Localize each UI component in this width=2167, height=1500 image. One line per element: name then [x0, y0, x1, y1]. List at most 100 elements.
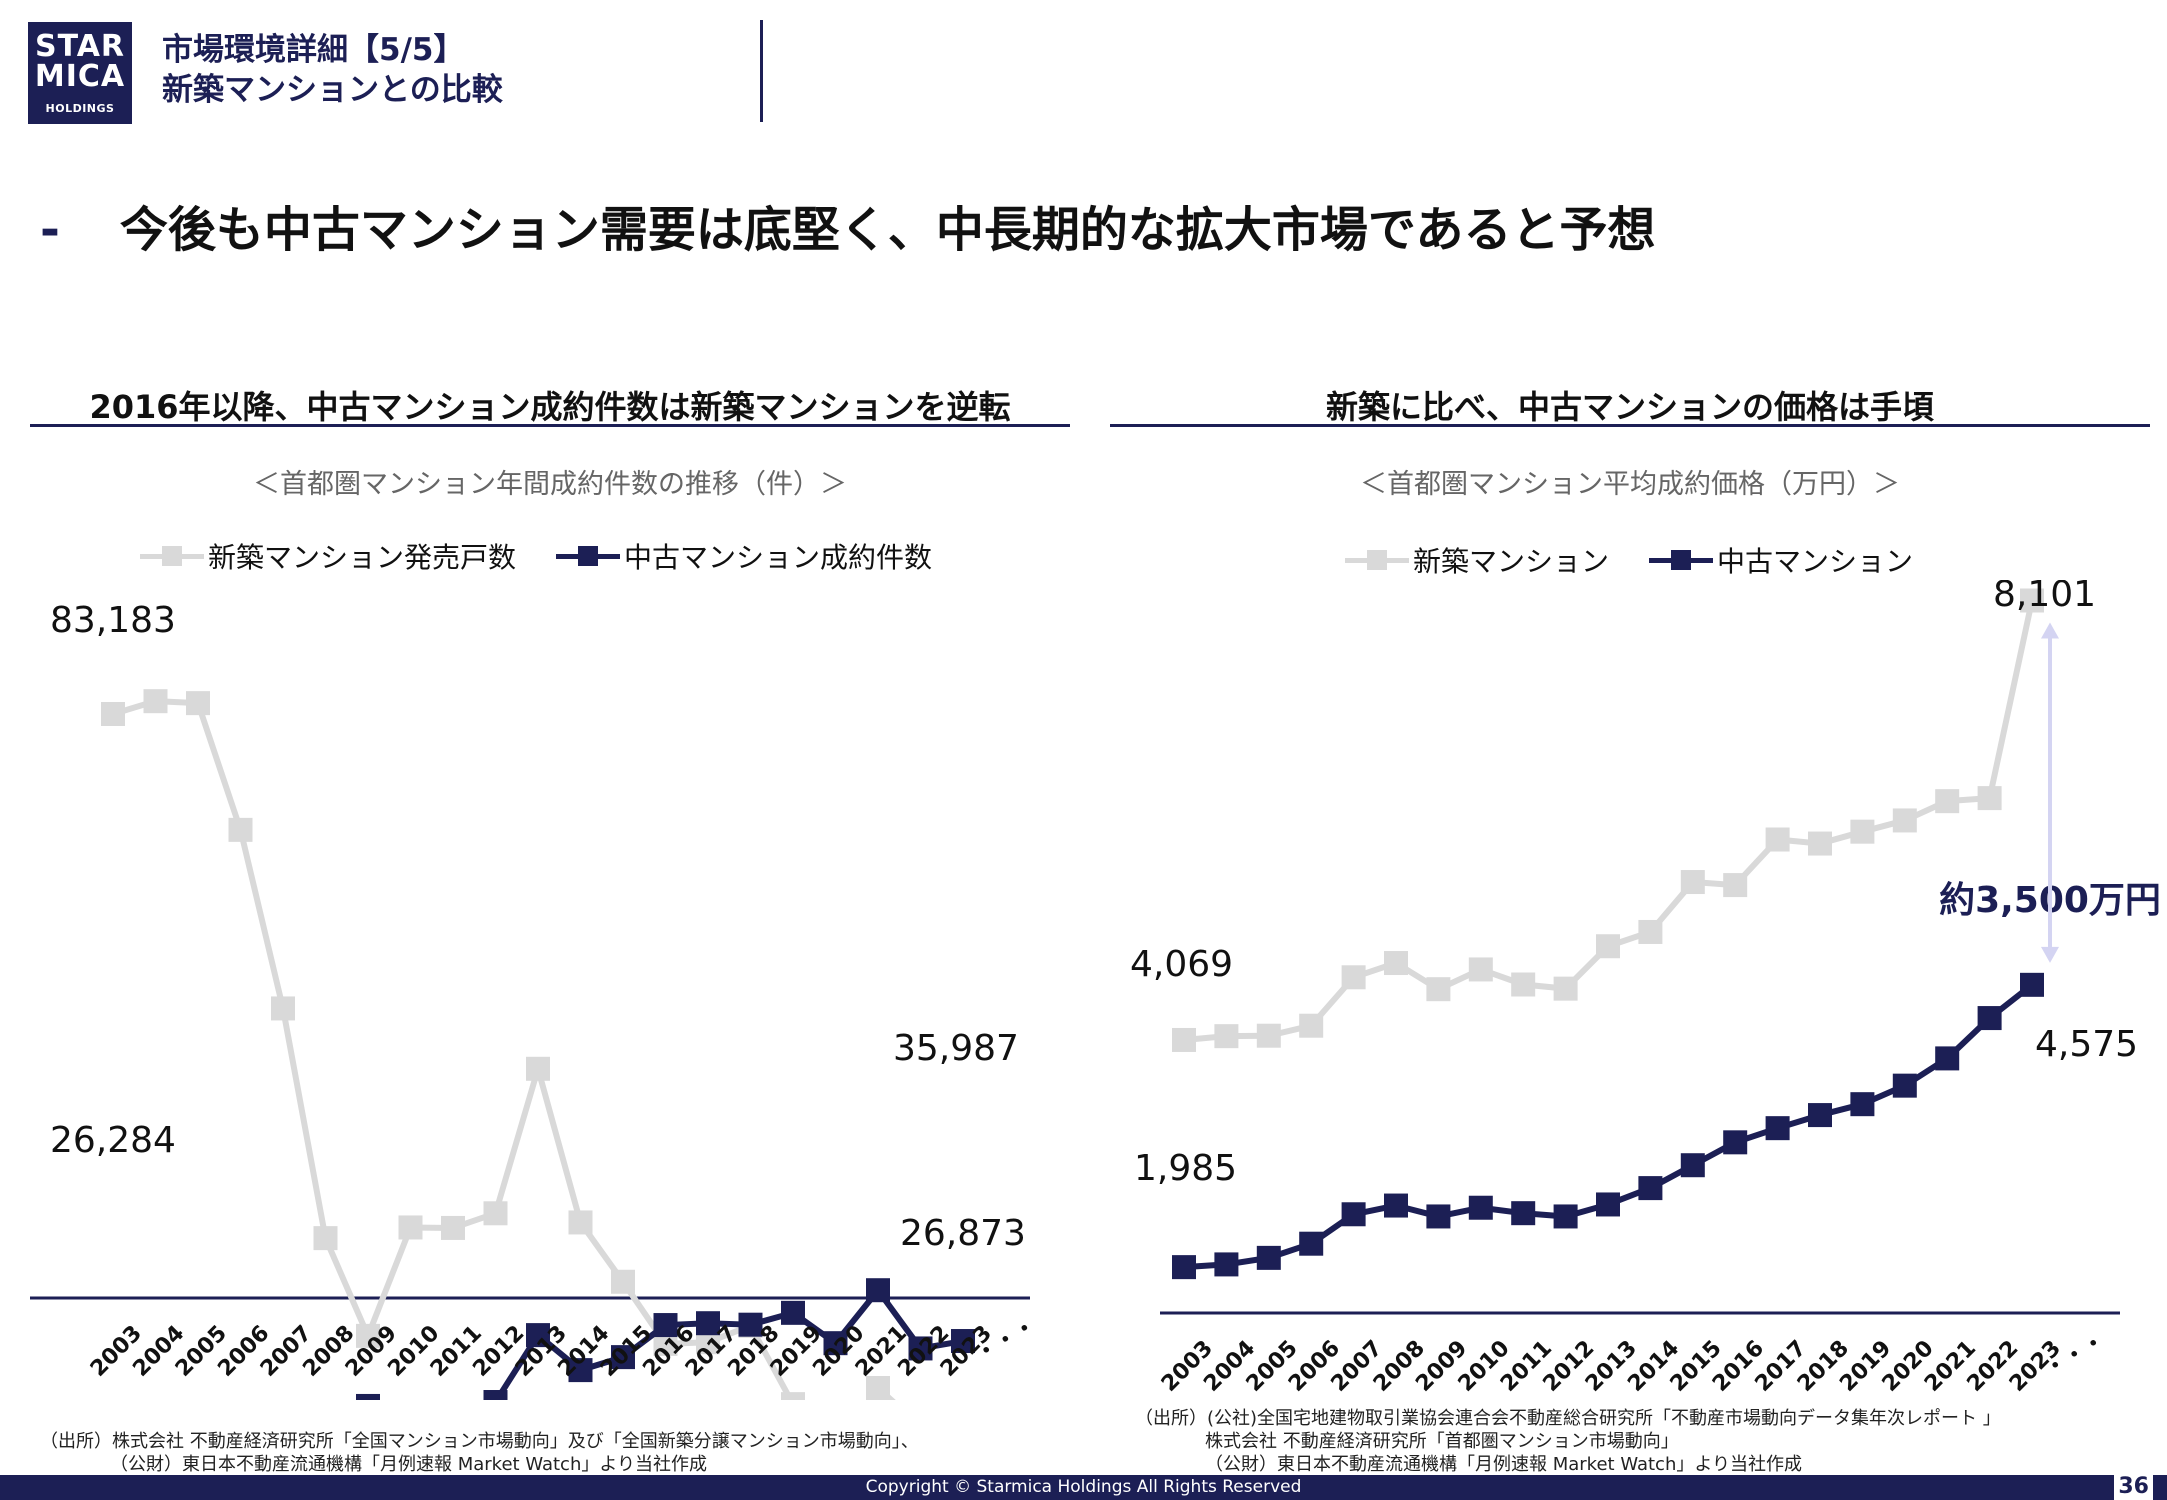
data-point — [1511, 1201, 1536, 1226]
data-point — [186, 691, 210, 716]
legend-marker-gray — [1345, 550, 1409, 570]
data-point — [1680, 870, 1705, 895]
right-line-chart: 2003200420052006200720082009201020112012… — [1130, 580, 2161, 1397]
page-header-title: 市場環境詳細【5/5】 新築マンションとの比較 — [162, 30, 503, 110]
label-used-2003: 26,284 — [50, 1120, 176, 1161]
data-point — [1892, 808, 1917, 833]
logo-line3: HOLDINGS — [45, 101, 115, 115]
copyright-text: Copyright © Starmica Holdings All Rights… — [865, 1477, 1302, 1497]
data-point — [1511, 972, 1536, 997]
data-point — [2020, 972, 2044, 997]
data-point — [1680, 1153, 1705, 1178]
data-point — [1850, 1092, 1875, 1117]
legend-item-used-price: 中古マンション — [1649, 540, 1913, 580]
data-point — [1638, 919, 1663, 944]
data-point — [483, 1390, 508, 1400]
data-point — [611, 1345, 635, 1370]
data-point — [1935, 789, 1960, 814]
right-subtitle: ＜首都圏マンション平均成約価格（万円）＞ — [1360, 469, 1900, 500]
data-point — [313, 1226, 338, 1251]
data-point — [1299, 1013, 1324, 1038]
logo-line1: STAR — [34, 28, 126, 64]
right-source-line2: 株式会社 不動産経済研究所「首都圏マンション市場動向」 — [1205, 1431, 1679, 1452]
data-point — [781, 1300, 805, 1325]
legend-marker-navy — [556, 546, 621, 566]
label-used-2023: 35,987 — [893, 1028, 1019, 1069]
data-point — [271, 996, 295, 1021]
footer-bar: Copyright © Starmica Holdings All Rights… — [0, 1475, 2167, 1500]
data-point — [1977, 1006, 2002, 1031]
data-point — [653, 1313, 678, 1338]
data-point — [866, 1375, 890, 1400]
data-point — [696, 1311, 720, 1336]
data-point — [101, 701, 125, 726]
data-point — [1426, 977, 1451, 1002]
data-point — [1892, 1073, 1917, 1098]
right-section-rule — [1110, 424, 2150, 427]
series-line-0 — [112, 698, 896, 1400]
left-source: （出所）株式会社 不動産経済研究所「全国マンション市場動向」及び「全国新築分譲マ… — [40, 1430, 919, 1476]
data-point — [1299, 1231, 1324, 1256]
x-tick-ellipsis: ・・・ — [971, 1313, 1041, 1368]
data-point — [1850, 819, 1875, 844]
data-point — [526, 1056, 550, 1081]
logo-line2: MICA — [34, 58, 126, 94]
header-title-line2: 新築マンションとの比較 — [162, 72, 503, 108]
right-section-title: 新築に比べ、中古マンションの価格は手頃 — [1325, 388, 1934, 426]
data-point — [781, 1392, 805, 1400]
page-headline: - 今後も中古マンション需要は底堅く、中長期的な拡大市場であると予想 — [40, 190, 1655, 260]
data-point — [1214, 1252, 1239, 1277]
headline-dash: - — [40, 202, 60, 258]
data-point — [1935, 1046, 1960, 1071]
right-source-line3: （公財）東日本不動産流通機構「月例速報 Market Watch」より当社作成 — [1205, 1454, 1802, 1475]
data-point — [1808, 1103, 1832, 1128]
data-point — [1384, 1193, 1408, 1218]
company-logo: STAR MICA HOLDINGS — [28, 22, 132, 124]
right-legend: 新築マンション 中古マンション — [1345, 540, 1953, 580]
left-line-chart: 2003200420052006200720082009201020112012… — [30, 600, 1041, 1400]
label-new-2003: 4,069 — [1130, 944, 1233, 985]
legend-label: 中古マンション — [1717, 545, 1914, 578]
left-legend: 新築マンション発売戸数 中古マンション成約件数 — [140, 536, 972, 576]
data-point — [823, 1331, 848, 1356]
x-tick-ellipsis: ・・・ — [2040, 1328, 2110, 1383]
data-point — [1341, 965, 1366, 990]
data-point — [441, 1215, 465, 1240]
left-section-title: 2016年以降、中古マンション成約件数は新築マンションを逆転 — [89, 388, 1011, 426]
label-new-2003: 83,183 — [50, 600, 176, 641]
legend-item-used-contracts: 中古マンション成約件数 — [556, 536, 932, 576]
data-point — [1596, 934, 1620, 959]
data-point — [1341, 1202, 1366, 1227]
data-point — [356, 1393, 380, 1400]
left-section-rule — [30, 424, 1070, 427]
data-point — [1765, 1116, 1790, 1141]
data-point — [398, 1215, 423, 1240]
legend-item-new-price: 新築マンション — [1345, 540, 1609, 580]
data-point — [738, 1312, 763, 1337]
left-source-line2: （公財）東日本不動産流通機構「月例速報 Market Watch」より当社作成 — [110, 1454, 707, 1475]
data-point — [2020, 588, 2044, 613]
data-point — [1384, 951, 1408, 976]
data-point — [526, 1323, 550, 1348]
difference-arrow-head-top — [2041, 622, 2059, 639]
data-point — [866, 1278, 890, 1303]
data-point — [1256, 1023, 1281, 1048]
legend-label: 新築マンション発売戸数 — [208, 541, 517, 574]
legend-item-new-units: 新築マンション発売戸数 — [140, 536, 516, 576]
label-new-2023: 26,873 — [900, 1213, 1026, 1254]
data-point — [568, 1358, 593, 1383]
data-point — [483, 1201, 508, 1226]
label-used-2003: 1,985 — [1134, 1148, 1237, 1189]
data-point — [1596, 1192, 1620, 1217]
data-point — [1172, 1255, 1196, 1280]
headline-text: 今後も中古マンション需要は底堅く、中長期的な拡大市場であると予想 — [119, 202, 1656, 258]
data-point — [1553, 976, 1578, 1001]
data-point — [1214, 1024, 1239, 1049]
data-point — [951, 1329, 975, 1354]
left-subtitle: ＜首都圏マンション年間成約件数の推移（件）＞ — [253, 469, 847, 500]
data-point — [1426, 1204, 1451, 1229]
data-point — [1808, 831, 1832, 856]
right-source-line1: （出所）(公社)全国宅地建物取引業協会連合会不動産総合研究所「不動産市場動向デー… — [1135, 1408, 2001, 1429]
label-used-2023: 4,575 — [2035, 1024, 2138, 1065]
legend-label: 中古マンション成約件数 — [624, 541, 933, 574]
